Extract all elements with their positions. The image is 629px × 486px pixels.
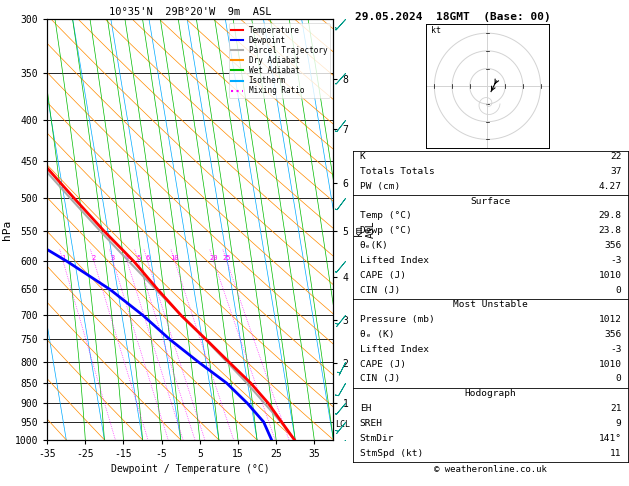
- Y-axis label: hPa: hPa: [2, 220, 12, 240]
- Text: 1: 1: [61, 256, 65, 261]
- Text: StmDir: StmDir: [360, 434, 394, 443]
- Title: 10°35'N  29B°20'W  9m  ASL: 10°35'N 29B°20'W 9m ASL: [109, 7, 272, 17]
- Text: 9: 9: [616, 419, 621, 428]
- Text: 10: 10: [170, 256, 179, 261]
- Text: 25: 25: [223, 256, 231, 261]
- Text: CIN (J): CIN (J): [360, 285, 400, 295]
- Text: 29.05.2024  18GMT  (Base: 00): 29.05.2024 18GMT (Base: 00): [355, 12, 551, 22]
- Text: Pressure (mb): Pressure (mb): [360, 315, 435, 324]
- Text: θₑ (K): θₑ (K): [360, 330, 394, 339]
- Text: 20: 20: [209, 256, 218, 261]
- Text: CAPE (J): CAPE (J): [360, 271, 406, 280]
- Text: 1012: 1012: [598, 315, 621, 324]
- Text: 1010: 1010: [598, 271, 621, 280]
- Text: StmSpd (kt): StmSpd (kt): [360, 449, 423, 458]
- Text: 29.8: 29.8: [598, 211, 621, 221]
- Text: 4.27: 4.27: [598, 182, 621, 191]
- Text: 0: 0: [616, 285, 621, 295]
- Text: 1010: 1010: [598, 360, 621, 369]
- Text: 141°: 141°: [598, 434, 621, 443]
- Text: Lifted Index: Lifted Index: [360, 256, 429, 265]
- Text: SREH: SREH: [360, 419, 383, 428]
- Y-axis label: km
ASL: km ASL: [354, 221, 376, 239]
- Text: 22: 22: [610, 152, 621, 161]
- Text: 356: 356: [604, 241, 621, 250]
- Text: Lifted Index: Lifted Index: [360, 345, 429, 354]
- Text: Hodograph: Hodograph: [465, 389, 516, 399]
- Text: 0: 0: [616, 374, 621, 383]
- Text: 23.8: 23.8: [598, 226, 621, 235]
- Text: Most Unstable: Most Unstable: [454, 300, 528, 310]
- Text: K: K: [360, 152, 365, 161]
- Text: © weatheronline.co.uk: © weatheronline.co.uk: [434, 465, 547, 474]
- Text: CIN (J): CIN (J): [360, 374, 400, 383]
- Text: CAPE (J): CAPE (J): [360, 360, 406, 369]
- Text: Temp (°C): Temp (°C): [360, 211, 411, 221]
- Text: 6: 6: [146, 256, 150, 261]
- Text: 2: 2: [92, 256, 96, 261]
- Text: 11: 11: [610, 449, 621, 458]
- Text: 4: 4: [125, 256, 130, 261]
- Text: Surface: Surface: [470, 196, 511, 206]
- Text: EH: EH: [360, 404, 371, 413]
- Text: 3: 3: [111, 256, 115, 261]
- Text: Dewp (°C): Dewp (°C): [360, 226, 411, 235]
- Text: -3: -3: [610, 256, 621, 265]
- Text: kt: kt: [431, 26, 441, 35]
- X-axis label: Dewpoint / Temperature (°C): Dewpoint / Temperature (°C): [111, 465, 270, 474]
- Text: θₑ(K): θₑ(K): [360, 241, 389, 250]
- Text: 21: 21: [610, 404, 621, 413]
- Text: PW (cm): PW (cm): [360, 182, 400, 191]
- Legend: Temperature, Dewpoint, Parcel Trajectory, Dry Adiabat, Wet Adiabat, Isotherm, Mi: Temperature, Dewpoint, Parcel Trajectory…: [229, 23, 330, 98]
- Text: 356: 356: [604, 330, 621, 339]
- Text: Totals Totals: Totals Totals: [360, 167, 435, 176]
- Text: 5: 5: [136, 256, 140, 261]
- Text: LCL: LCL: [335, 419, 350, 429]
- Text: 37: 37: [610, 167, 621, 176]
- Text: -3: -3: [610, 345, 621, 354]
